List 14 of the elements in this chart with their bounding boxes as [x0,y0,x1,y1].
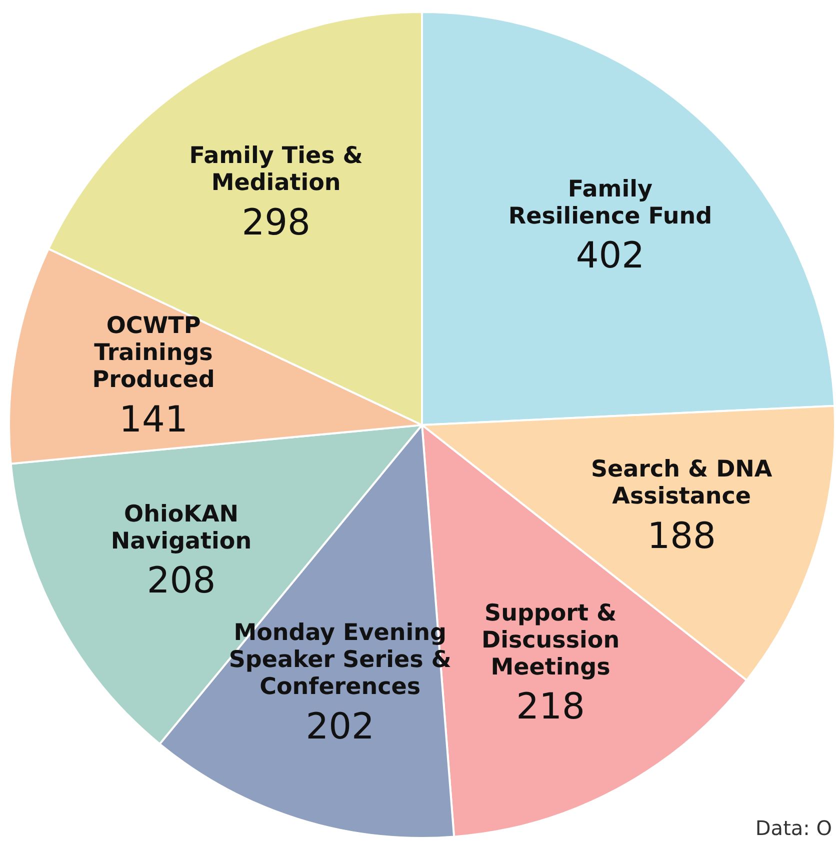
data-label: 218 [516,686,585,728]
slice-label: Support & Discussion Meetings [481,600,620,680]
data-label: 202 [306,706,374,748]
text: Data: O [755,816,832,840]
slice-label: OhioKAN Navigation [110,501,252,554]
data-label: 188 [647,516,716,558]
slice-label: Family Ties & Mediation [189,143,363,196]
data-label: 402 [576,236,645,277]
slice-label: Search & DNA Assistance [590,456,772,510]
data-label: 208 [146,560,216,602]
slice-label: OCWTP Trainings Produced [92,312,215,393]
data-label: 298 [242,202,310,244]
data-label: 141 [119,399,188,440]
slice-label: Family Resilience Fund [508,176,712,230]
